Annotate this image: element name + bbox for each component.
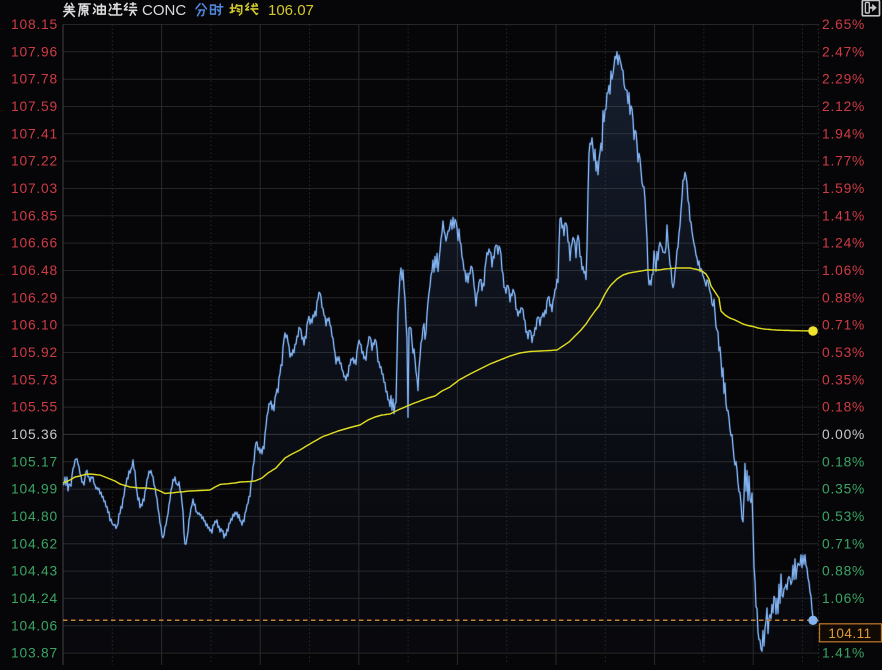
svg-text:107.78: 107.78 [11, 72, 58, 87]
svg-text:0.88%: 0.88% [822, 290, 865, 305]
svg-text:0.35%: 0.35% [822, 372, 865, 387]
svg-text:105.36: 105.36 [11, 427, 58, 442]
svg-text:104.24: 104.24 [11, 591, 58, 606]
svg-text:2.12%: 2.12% [822, 99, 865, 114]
svg-text:1.06%: 1.06% [822, 591, 865, 606]
svg-text:1.59%: 1.59% [822, 181, 865, 196]
svg-text:0.88%: 0.88% [822, 564, 865, 579]
svg-text:107.41: 107.41 [11, 126, 58, 141]
svg-text:103.87: 103.87 [11, 646, 58, 661]
svg-text:0.18%: 0.18% [822, 400, 865, 415]
svg-text:0.00%: 0.00% [822, 427, 865, 442]
svg-text:106.48: 106.48 [11, 263, 58, 278]
svg-text:106.07: 106.07 [268, 2, 314, 19]
svg-text:105.55: 105.55 [11, 400, 58, 415]
svg-text:104.43: 104.43 [11, 564, 58, 579]
svg-text:106.29: 106.29 [11, 290, 58, 305]
svg-text:107.22: 107.22 [11, 154, 58, 169]
svg-text:0.53%: 0.53% [822, 345, 865, 360]
svg-text:106.66: 106.66 [11, 236, 58, 251]
svg-text:105.73: 105.73 [11, 372, 58, 387]
svg-text:104.99: 104.99 [11, 482, 58, 497]
svg-text:104.11: 104.11 [828, 626, 871, 641]
svg-text:2.47%: 2.47% [822, 44, 865, 59]
svg-text:0.71%: 0.71% [822, 318, 865, 333]
svg-text:CONC: CONC [142, 2, 186, 19]
svg-text:0.71%: 0.71% [822, 536, 865, 551]
svg-text:107.03: 107.03 [11, 181, 58, 196]
svg-text:107.96: 107.96 [11, 44, 58, 59]
svg-text:108.15: 108.15 [11, 17, 58, 32]
svg-text:0.53%: 0.53% [822, 509, 865, 524]
svg-text:0.35%: 0.35% [822, 482, 865, 497]
svg-text:1.06%: 1.06% [822, 263, 865, 278]
svg-text:0.18%: 0.18% [822, 454, 865, 469]
svg-text:104.80: 104.80 [11, 509, 58, 524]
svg-text:104.62: 104.62 [11, 536, 58, 551]
svg-text:2.65%: 2.65% [822, 17, 865, 32]
svg-text:1.41%: 1.41% [822, 646, 865, 661]
svg-text:2.29%: 2.29% [822, 72, 865, 87]
svg-text:105.17: 105.17 [11, 454, 58, 469]
svg-text:1.94%: 1.94% [822, 126, 865, 141]
svg-text:1.41%: 1.41% [822, 208, 865, 223]
svg-text:106.10: 106.10 [11, 318, 58, 333]
svg-text:107.59: 107.59 [11, 99, 58, 114]
svg-text:1.77%: 1.77% [822, 154, 865, 169]
svg-text:105.92: 105.92 [11, 345, 58, 360]
svg-text:1.24%: 1.24% [822, 236, 865, 251]
svg-text:106.85: 106.85 [11, 208, 58, 223]
svg-text:104.06: 104.06 [11, 618, 58, 633]
